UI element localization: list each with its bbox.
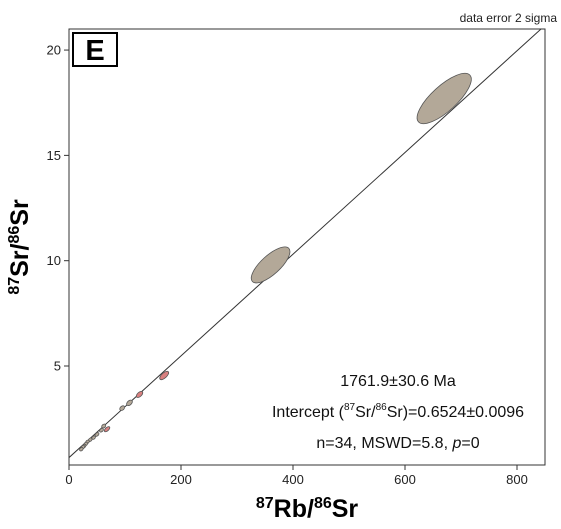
data-ellipse-4 bbox=[126, 399, 133, 407]
data-ellipse-5 bbox=[119, 405, 126, 411]
x-title-sup2: 86 bbox=[314, 495, 332, 512]
y-title-base2: Sr bbox=[6, 199, 34, 226]
y-title-sup1: 87 bbox=[6, 277, 23, 295]
axis-ticks: 0 200 400 600 800 5 10 15 20 bbox=[47, 43, 528, 487]
y-tick-label-2: 15 bbox=[47, 148, 61, 163]
y-axis-title: 87Sr/86Sr bbox=[6, 199, 34, 295]
data-ellipse-8 bbox=[99, 427, 104, 433]
x-title-base2: Sr bbox=[332, 495, 359, 523]
intercept-annotation: Intercept (87Sr/86Sr)=0.6524±0.0096 bbox=[272, 402, 524, 421]
age-annotation: 1761.9±30.6 Ma bbox=[340, 373, 456, 390]
x-title-sup1: 87 bbox=[256, 495, 274, 512]
intercept-mid: Sr/ bbox=[355, 404, 376, 421]
data-ellipse-6 bbox=[103, 426, 111, 433]
x-tick-label-3: 600 bbox=[394, 472, 416, 487]
corner-note: data error 2 sigma bbox=[460, 11, 558, 25]
intercept-sup2: 86 bbox=[376, 402, 388, 413]
x-title-base1: Rb/ bbox=[274, 495, 314, 523]
y-title-base1: Sr/ bbox=[6, 243, 34, 276]
y-tick-label-0: 5 bbox=[54, 359, 61, 374]
intercept-sup1: 87 bbox=[344, 402, 356, 413]
data-layer bbox=[69, 29, 542, 458]
x-tick-label-0: 0 bbox=[65, 472, 72, 487]
y-tick-label-1: 10 bbox=[47, 253, 61, 268]
x-tick-label-1: 200 bbox=[170, 472, 192, 487]
data-ellipse-3 bbox=[135, 390, 144, 398]
x-axis-title: 87Rb/86Sr bbox=[256, 495, 359, 523]
data-ellipse-2 bbox=[159, 370, 170, 381]
intercept-prefix: Intercept ( bbox=[272, 404, 345, 421]
data-ellipse-1 bbox=[250, 246, 291, 284]
stats-prefix: n=34, MSWD=5.8, bbox=[316, 435, 452, 452]
stats-annotation: n=34, MSWD=5.8, p=0 bbox=[316, 435, 479, 452]
intercept-suffix: Sr)=0.6524±0.0096 bbox=[387, 404, 524, 421]
x-tick-label-4: 800 bbox=[506, 472, 528, 487]
y-tick-label-3: 20 bbox=[47, 43, 61, 58]
y-title-sup2: 86 bbox=[6, 226, 23, 244]
data-ellipse-0 bbox=[416, 72, 472, 125]
panel-label: E bbox=[85, 35, 104, 67]
data-ellipse-16 bbox=[79, 447, 84, 452]
data-ellipse-7 bbox=[101, 423, 107, 429]
panel-label-box bbox=[72, 32, 118, 67]
x-tick-label-2: 400 bbox=[282, 472, 304, 487]
plot-frame bbox=[68, 28, 546, 466]
stats-suffix: =0 bbox=[461, 435, 479, 452]
stats-p: p bbox=[451, 435, 461, 452]
isochron-line bbox=[69, 29, 542, 458]
